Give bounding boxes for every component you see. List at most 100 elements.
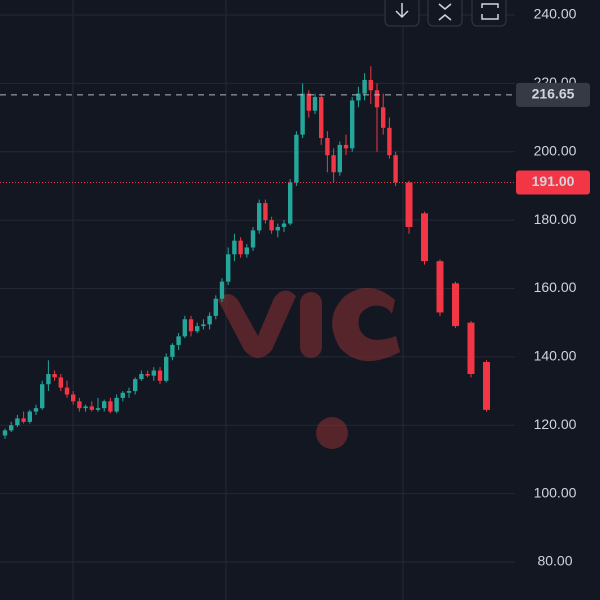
- candle: [102, 399, 107, 412]
- candle: [157, 367, 163, 385]
- candle: [9, 421, 14, 433]
- candle-body: [9, 425, 14, 431]
- candle-body: [33, 408, 39, 412]
- candle: [164, 353, 169, 383]
- candle: [145, 370, 150, 378]
- candle: [393, 151, 398, 186]
- candle: [238, 237, 243, 258]
- candle-body: [226, 254, 231, 282]
- candle: [337, 141, 342, 176]
- candle-body: [288, 182, 293, 224]
- candle-body: [102, 401, 107, 409]
- candle: [207, 312, 212, 330]
- candle-body: [157, 370, 163, 381]
- candle-body: [405, 182, 413, 227]
- candle-body: [343, 144, 349, 149]
- candle: [269, 216, 274, 234]
- candle-body: [114, 397, 119, 412]
- candle-body: [108, 401, 113, 412]
- candle-body: [213, 298, 218, 316]
- candle: [126, 387, 132, 398]
- y-tick-label: 180.00: [534, 211, 577, 227]
- candle: [275, 223, 280, 238]
- candle: [356, 86, 361, 108]
- candle-body: [207, 315, 212, 325]
- candle-body: [2, 430, 8, 436]
- candles: [0, 66, 515, 439]
- candle-body: [232, 240, 237, 255]
- candle-body: [77, 401, 82, 409]
- candle-body: [325, 138, 330, 156]
- y-tick-label: 80.00: [537, 553, 572, 569]
- candle: [77, 397, 82, 412]
- candle-body: [52, 373, 57, 378]
- y-tick-label: 100.00: [534, 484, 577, 500]
- candle-body: [21, 418, 26, 422]
- candle: [58, 373, 63, 392]
- candle-body: [170, 344, 175, 357]
- candle: [188, 315, 194, 337]
- candle-body: [368, 79, 373, 91]
- candle: [331, 148, 336, 183]
- candle: [133, 377, 138, 395]
- candle: [368, 66, 373, 104]
- candle: [257, 199, 262, 234]
- candle-body: [452, 283, 459, 327]
- candle-body: [381, 107, 386, 128]
- candle: [201, 319, 206, 330]
- price-axis: 80.00 100.00 120.00 140.00 160.00 180.00 200.0…: [516, 6, 590, 569]
- candle-body: [275, 226, 280, 231]
- candle-body: [176, 336, 181, 345]
- candle-body: [387, 127, 392, 156]
- candle: [467, 320, 475, 378]
- price-line-tag: [516, 170, 590, 195]
- y-tick-label: 240.00: [534, 6, 577, 22]
- candle: [64, 380, 70, 398]
- candle-body: [58, 377, 63, 388]
- candle-body: [436, 261, 444, 313]
- down-arrow-icon: [395, 3, 409, 19]
- candle: [108, 397, 113, 414]
- candle: [387, 117, 392, 159]
- candle: [319, 93, 324, 145]
- candle-body: [15, 418, 20, 426]
- candle-body: [64, 387, 70, 395]
- candle-body: [46, 373, 51, 385]
- candle: [71, 391, 76, 405]
- candle-body: [145, 373, 150, 376]
- last-price-tag: [516, 82, 590, 107]
- candle-body: [120, 392, 125, 398]
- watermark-i: [300, 292, 322, 358]
- candle: [421, 211, 428, 265]
- candle: [213, 295, 218, 320]
- candle-body: [164, 356, 169, 381]
- candle-body: [263, 203, 268, 221]
- candle-body: [306, 93, 311, 111]
- candle: [195, 322, 200, 333]
- candle-body: [219, 281, 225, 299]
- candle: [52, 370, 57, 381]
- candle: [294, 131, 299, 186]
- candle: [182, 315, 187, 339]
- collapse-button[interactable]: [427, 0, 463, 27]
- candle: [436, 259, 444, 316]
- candle-body: [393, 155, 398, 183]
- candle: [83, 404, 88, 412]
- candle-body: [182, 319, 187, 337]
- y-tick-label: 140.00: [534, 348, 577, 364]
- candle: [312, 93, 318, 115]
- y-tick-label: 120.00: [534, 416, 577, 432]
- candle: [263, 199, 268, 224]
- candle: [226, 247, 231, 286]
- candle-body: [356, 93, 361, 101]
- candle-body: [337, 144, 342, 173]
- candle: [27, 409, 32, 424]
- candle: [405, 180, 413, 234]
- candle: [381, 93, 386, 135]
- candle-body: [139, 373, 144, 380]
- candle-body: [362, 79, 367, 94]
- collapse-icon: [438, 3, 452, 21]
